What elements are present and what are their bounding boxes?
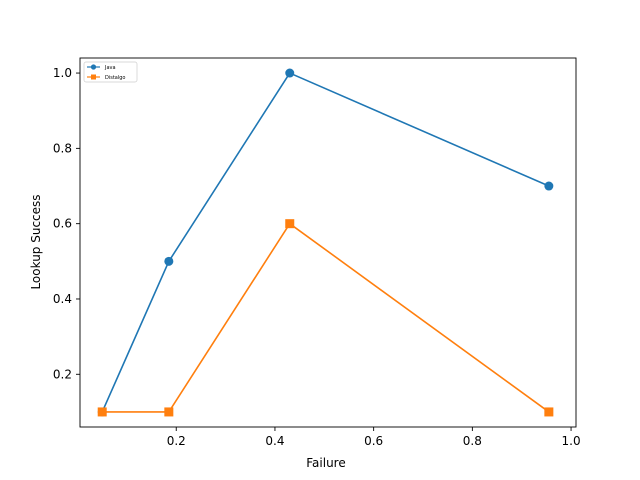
y-tick-label: 0.8 — [53, 141, 72, 155]
axes-frame — [79, 57, 577, 428]
series-line-1 — [102, 222, 550, 413]
y-tick-label: 0.6 — [53, 217, 72, 231]
legend-label-1: Distalgo — [105, 75, 126, 81]
y-axis-label: Lookup Success — [29, 194, 43, 289]
data-point — [544, 181, 554, 191]
axes: 0.2 0.4 0.6 0.8 1.0 0.2 0.4 0.6 0.8 1.0 — [53, 57, 581, 448]
x-tick-label: 0.4 — [265, 434, 284, 448]
legend: Java Distalgo — [83, 61, 138, 83]
x-tick-label: 0.2 — [167, 434, 186, 448]
legend-marker-1 — [91, 74, 96, 80]
x-tick-label: 0.8 — [463, 434, 482, 448]
x-tick-label: 0.6 — [364, 434, 383, 448]
data-point — [544, 407, 554, 417]
x-tick-label: 1.0 — [562, 434, 581, 448]
data-point — [285, 219, 295, 229]
plot-area — [97, 68, 554, 417]
y-tick-label: 0.2 — [53, 367, 72, 381]
data-point — [164, 407, 174, 417]
data-point — [164, 256, 174, 266]
legend-marker-0 — [90, 64, 97, 70]
y-tick-label: 1.0 — [53, 66, 72, 80]
y-tick-label: 0.4 — [53, 292, 72, 306]
series-line-0 — [101, 72, 550, 413]
data-point — [97, 407, 107, 417]
legend-label-0: Java — [104, 65, 116, 71]
data-point — [285, 68, 295, 78]
x-axis-label: Failure — [306, 456, 345, 470]
